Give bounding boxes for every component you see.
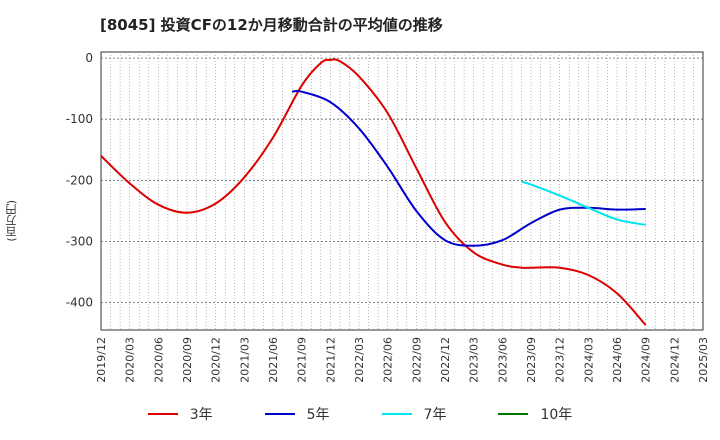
legend: 3年 5年 7年 10年 — [0, 404, 720, 424]
legend-label: 10年 — [540, 407, 573, 423]
y-tick-label: -100 — [66, 112, 93, 126]
y-tick-label: -400 — [66, 296, 93, 310]
x-tick-label: 2023/06 — [496, 337, 509, 383]
x-tick-label: 2020/12 — [210, 337, 223, 383]
horizontal-gridlines — [101, 57, 703, 303]
legend-swatch — [147, 413, 178, 415]
x-tick-label: 2021/03 — [238, 337, 251, 383]
y-tick-label: -300 — [66, 234, 93, 248]
y-tick-label: -200 — [66, 173, 93, 187]
x-tick-label: 2021/06 — [267, 337, 280, 383]
y-tick-label: 0 — [85, 51, 93, 65]
chart-title: [8045] 投資CFの12か月移動合計の平均値の推移 — [100, 16, 443, 34]
x-tick-label: 2022/03 — [353, 337, 366, 383]
x-tick-label: 2021/12 — [324, 337, 337, 383]
x-tick-label: 2024/03 — [582, 337, 595, 383]
x-tick-label: 2024/09 — [640, 337, 653, 383]
legend-item: 5年 — [264, 404, 330, 424]
legend-item: 7年 — [381, 404, 447, 424]
x-tick-label: 2022/12 — [439, 337, 452, 383]
x-tick-label: 2022/09 — [410, 337, 423, 383]
x-tick-labels: 2019/12 2020/03 2020/06 2020/09 2020/12 2021/… — [95, 337, 710, 383]
legend-item: 3年 — [147, 404, 213, 424]
x-tick-label: 2020/06 — [152, 337, 165, 383]
legend-swatch — [498, 413, 529, 415]
series-line-7年 — [521, 180, 646, 226]
legend-label: 3年 — [189, 407, 213, 423]
x-tick-label: 2023/12 — [554, 337, 567, 383]
x-tick-label: 2025/03 — [697, 337, 710, 383]
x-tick-label: 2024/12 — [668, 337, 681, 383]
vertical-gridlines — [110, 52, 694, 330]
legend-label: 5年 — [306, 407, 330, 423]
x-tick-label: 2023/03 — [468, 337, 481, 383]
x-tick-label: 2024/06 — [611, 337, 624, 383]
legend-label: 7年 — [423, 407, 447, 423]
x-tick-label: 2022/06 — [382, 337, 395, 383]
x-tick-label: 2021/09 — [296, 337, 309, 383]
y-tick-labels: 0 -100 -200 -300 -400 — [66, 51, 93, 309]
legend-swatch — [264, 413, 295, 415]
x-tick-label: 2019/12 — [95, 337, 108, 383]
series-line-3年 — [100, 58, 647, 326]
legend-item: 10年 — [498, 404, 572, 424]
legend-swatch — [381, 413, 412, 415]
series-lines — [100, 58, 647, 326]
x-tick-label: 2020/09 — [181, 337, 194, 383]
x-tick-label: 2020/03 — [124, 337, 137, 383]
x-tick-label: 2023/09 — [525, 337, 538, 383]
